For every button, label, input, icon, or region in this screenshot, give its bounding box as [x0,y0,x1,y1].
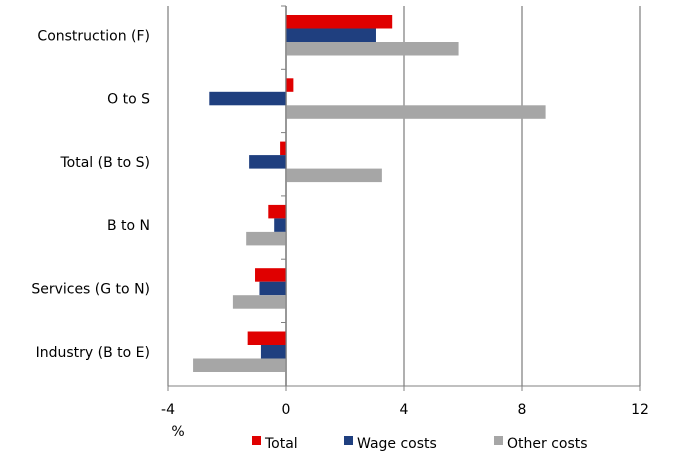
bars [193,15,546,372]
x-tick-labels: -4 0 4 8 12 [161,402,649,418]
bar-wage-costs-4 [259,281,286,296]
bar-other-costs-5 [193,358,286,372]
bar-other-costs-1 [286,105,546,119]
bar-wage-costs-3 [274,218,286,232]
category-label: Construction (F) [37,28,150,44]
x-tick-label: 12 [631,402,649,418]
x-axis-unit-label: % [171,424,184,440]
bar-other-costs-3 [246,231,286,246]
x-tick-label: 0 [282,402,291,418]
bar-total-3 [268,204,286,219]
legend-swatch-other-costs [494,436,503,445]
x-tick-label: 8 [518,402,527,418]
legend-label: Total [264,436,298,452]
legend-label: Other costs [507,436,588,452]
bar-wage-costs-0 [286,28,376,42]
bar-wage-costs-1 [209,91,286,106]
bar-wage-costs-5 [260,345,286,359]
category-label: Total (B to S) [59,155,150,171]
category-label: O to S [107,92,150,108]
bar-wage-costs-2 [249,155,286,169]
bar-total-4 [255,268,286,282]
category-label: Services (G to N) [31,281,150,297]
bar-other-costs-2 [286,168,382,183]
gridlines [167,6,641,386]
bar-total-5 [247,331,286,345]
category-labels: Construction (F) O to S Total (B to S) B to… [31,28,150,361]
category-label: B to N [107,218,150,234]
axes [167,5,641,391]
legend: Total Wage costs Other costs [252,436,588,452]
bar-total-1 [286,78,294,92]
legend-swatch-total [252,436,261,445]
x-tick-label: -4 [161,402,175,418]
category-label: Industry (B to E) [36,345,150,361]
bar-other-costs-4 [232,295,286,309]
x-tick-label: 4 [400,402,409,418]
bar-other-costs-0 [286,42,459,56]
legend-label: Wage costs [357,436,437,452]
legend-swatch-wage-costs [344,436,353,445]
bar-total-2 [280,141,286,156]
bar-total-0 [286,15,393,29]
